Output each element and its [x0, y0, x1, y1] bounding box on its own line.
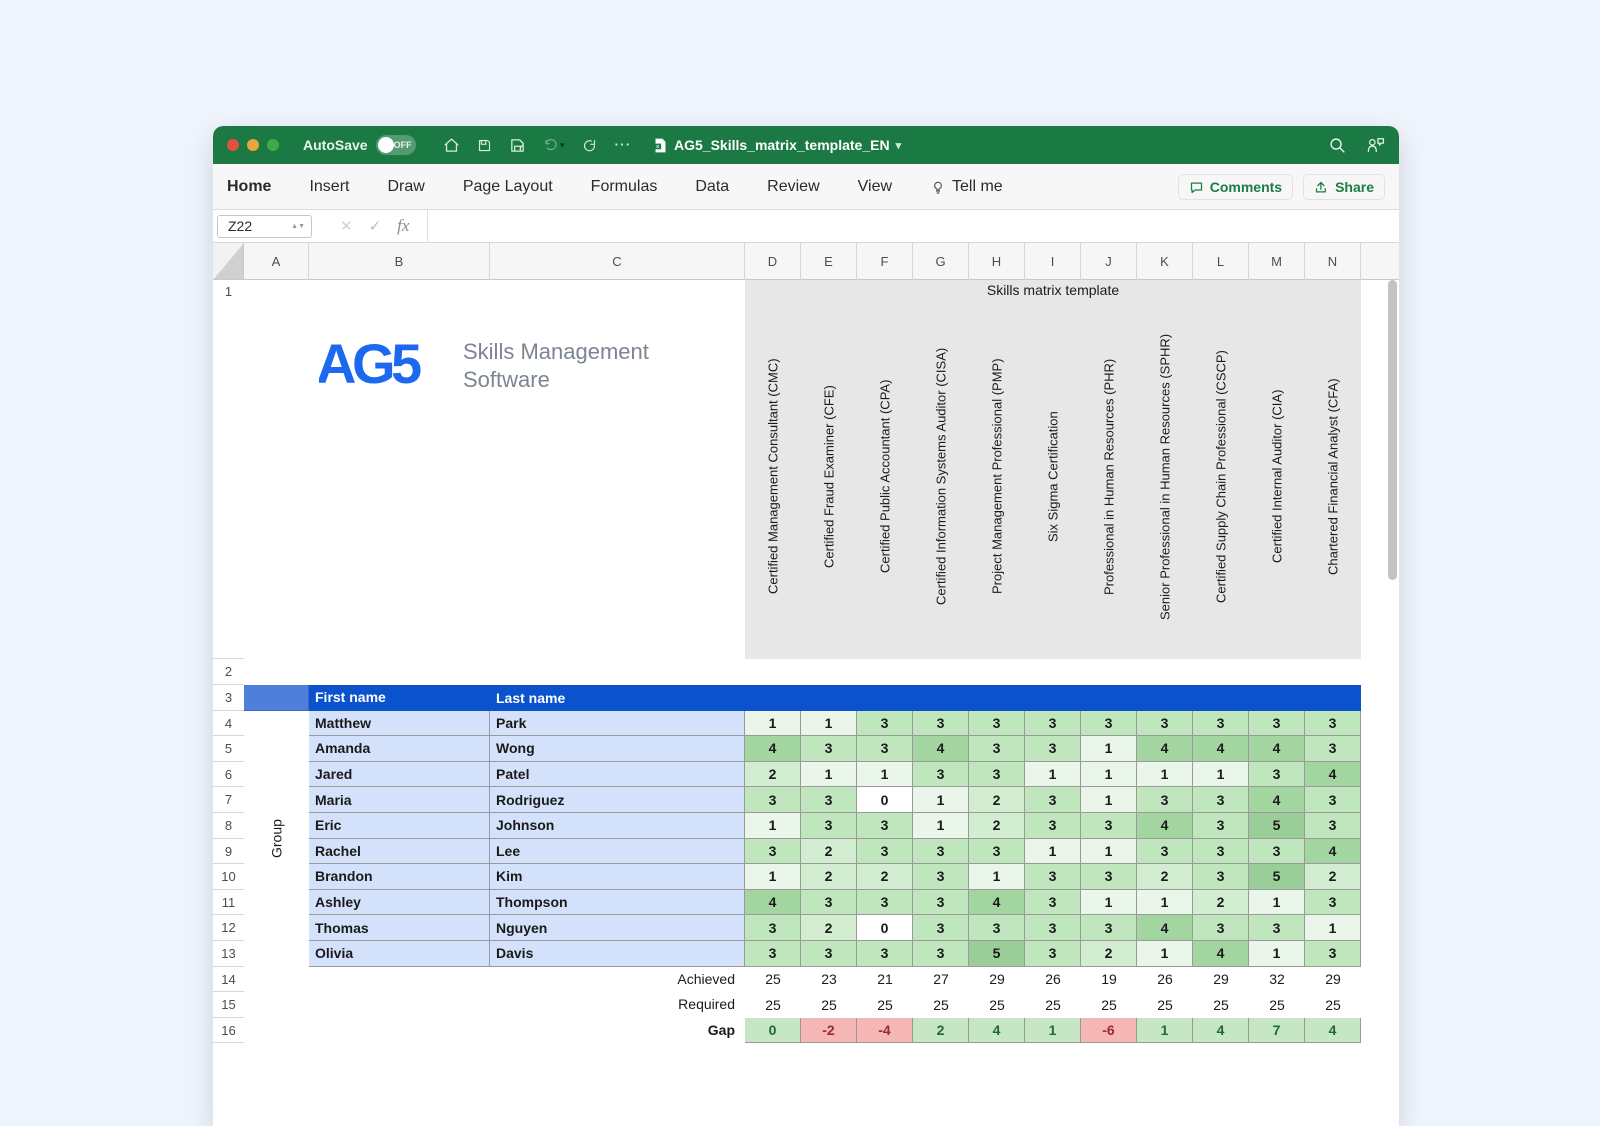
svg-text:X: X: [656, 144, 659, 149]
svg-text:AG5: AG5: [319, 343, 421, 391]
